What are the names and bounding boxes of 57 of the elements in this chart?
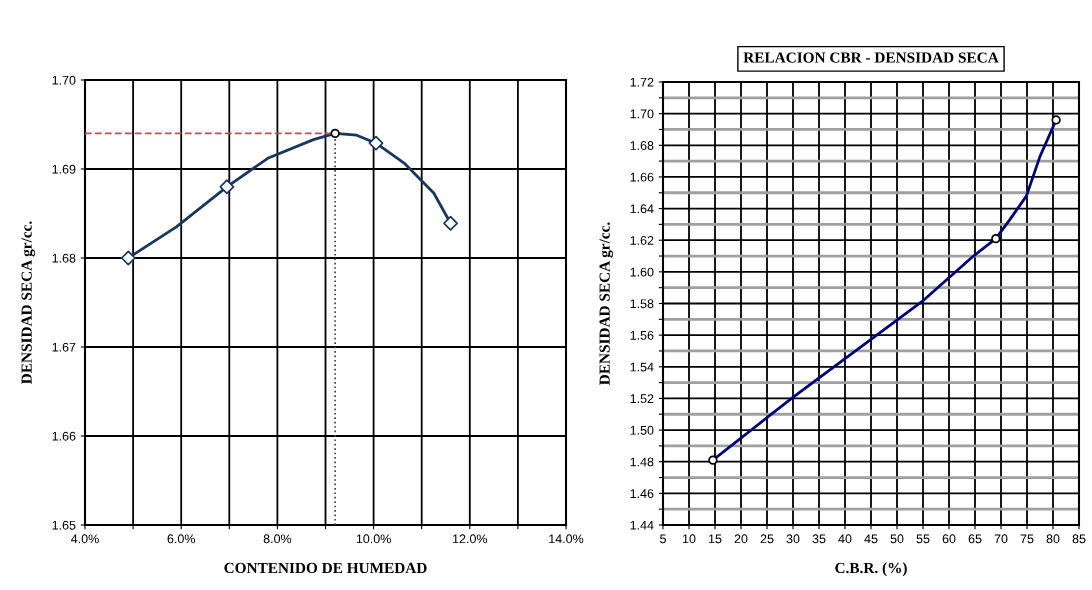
point [120,250,136,266]
y-tick-label: 1.60 [630,267,654,277]
x-tick-label: 75 [1020,534,1034,544]
x-tick-label: 20 [734,534,748,544]
x-tick-label: 40 [838,534,852,544]
y-tick-label: 1.66 [52,431,76,441]
x-tick-label: 8.0% [263,534,292,544]
point [708,455,718,465]
x-tick-label: 5 [660,534,666,544]
y-tick-label: 1.58 [630,299,654,309]
y-tick-label: 1.68 [52,253,76,263]
y-tick-label: 1.54 [630,362,654,372]
x-tick-label: 10 [683,534,696,544]
x-axis-title: C.B.R. (%) [835,562,907,577]
y-tick-label: 1.66 [630,172,654,182]
y-tick-label: 1.48 [630,457,654,467]
y-axis-title: DENSIDAD SECA gr/cc. [599,222,613,385]
x-tick-label: 85 [1072,534,1086,544]
y-tick-label: 1.72 [630,77,654,87]
y-tick-label: 1.70 [630,109,654,119]
y-tick-label: 1.52 [630,394,654,404]
y-tick-label: 1.65 [52,520,76,530]
y-tick-label: 1.46 [630,489,654,499]
point [1051,115,1061,125]
x-tick-label: 15 [709,534,722,544]
y-tick-label: 1.44 [630,520,654,530]
x-tick-label: 55 [916,534,930,544]
y-axis-title: DENSIDAD SECA gr/cc. [21,221,35,384]
y-tick-label: 1.50 [630,425,654,435]
point [330,128,340,139]
y-tick-label: 1.68 [630,141,654,150]
x-tick-label: 70 [994,534,1008,544]
x-tick-label: 14.0% [549,534,584,544]
x-tick-label: 25 [760,534,774,544]
x-tick-label: 12.0% [453,534,488,544]
x-tick-label: 6.0% [167,534,195,544]
y-tick-label: 1.64 [630,204,654,214]
point [219,179,235,195]
x-tick-label: 30 [786,534,800,544]
x-tick-label: 65 [968,534,982,544]
point [368,135,384,151]
chart-title: RELACION CBR - DENSIDAD SECA [743,52,999,63]
point [443,215,458,231]
x-tick-label: 50 [890,534,904,544]
x-tick-label: 45 [864,534,878,544]
x-tick-label: 60 [942,534,956,544]
point [991,233,1001,244]
x-tick-label: 10.0% [356,534,391,544]
y-tick-label: 1.56 [630,330,654,340]
y-tick-label: 1.69 [52,164,76,174]
x-tick-label: 35 [812,534,826,544]
y-tick-label: 1.62 [630,236,654,245]
x-tick-label: 80 [1046,534,1060,544]
x-axis-title: CONTENIDO DE HUMEDAD [224,562,427,574]
y-tick-label: 1.70 [52,75,76,85]
y-tick-label: 1.67 [52,342,76,352]
x-tick-label: 4.0% [71,534,99,544]
